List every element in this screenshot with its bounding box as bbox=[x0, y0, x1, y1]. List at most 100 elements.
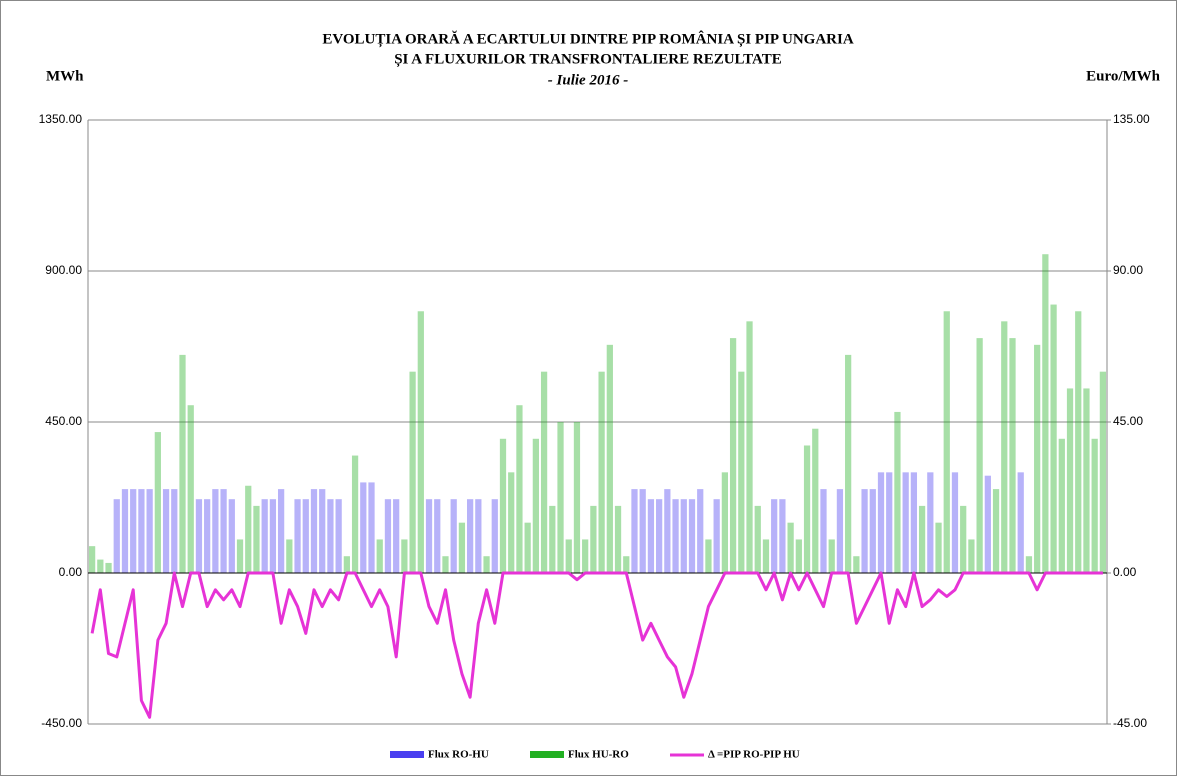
bar bbox=[121, 489, 129, 573]
y-tick-label: 900.00 bbox=[45, 263, 82, 277]
legend-label: Flux RO-HU bbox=[428, 749, 489, 761]
bar bbox=[836, 489, 844, 573]
bar bbox=[540, 371, 548, 573]
bar bbox=[425, 499, 433, 573]
y-tick-label: 1350.00 bbox=[39, 112, 83, 126]
bar bbox=[1066, 388, 1074, 573]
bar bbox=[105, 562, 112, 573]
bar bbox=[327, 499, 334, 573]
y2-axis-title: Euro/MWh bbox=[1086, 68, 1161, 84]
bar bbox=[269, 499, 277, 573]
bar bbox=[195, 499, 203, 573]
bar bbox=[738, 371, 745, 573]
bar bbox=[376, 539, 383, 573]
bar bbox=[146, 489, 153, 573]
legend-label: Flux HU-RO bbox=[568, 749, 629, 761]
bar bbox=[475, 499, 482, 573]
bar bbox=[754, 505, 761, 573]
bar bbox=[335, 499, 342, 573]
bar bbox=[623, 556, 630, 573]
bar bbox=[236, 539, 244, 573]
bar bbox=[828, 539, 835, 573]
bar bbox=[894, 411, 901, 573]
bar bbox=[483, 556, 490, 573]
bar bbox=[1099, 371, 1107, 573]
bar bbox=[672, 499, 679, 573]
bar bbox=[910, 472, 918, 573]
bar bbox=[705, 539, 712, 573]
bar bbox=[902, 472, 909, 573]
bar bbox=[746, 321, 753, 573]
bar bbox=[664, 489, 671, 573]
bar bbox=[647, 499, 655, 573]
chart-title: EVOLUȚIA ORARĂ A ECARTULUI DINTRE PIP RO… bbox=[322, 30, 853, 47]
bar bbox=[171, 489, 178, 573]
bar bbox=[212, 489, 219, 573]
bar bbox=[877, 472, 885, 573]
y-axis-title: MWh bbox=[46, 68, 84, 84]
bar bbox=[729, 338, 737, 573]
bar bbox=[927, 472, 934, 573]
bar bbox=[656, 499, 663, 573]
chart-subtitle: - Iulie 2016 - bbox=[548, 72, 628, 88]
bar bbox=[565, 539, 572, 573]
bar bbox=[442, 556, 449, 573]
bar bbox=[1058, 438, 1065, 573]
bar bbox=[384, 499, 392, 573]
bar bbox=[261, 499, 268, 573]
bar bbox=[162, 489, 170, 573]
bar bbox=[253, 505, 260, 573]
bar bbox=[845, 354, 852, 573]
bar bbox=[179, 354, 186, 573]
bar bbox=[277, 489, 285, 573]
bar bbox=[245, 485, 252, 573]
bar bbox=[779, 499, 786, 573]
bar bbox=[154, 432, 161, 573]
bar bbox=[343, 556, 350, 573]
bar bbox=[1009, 338, 1016, 573]
bar bbox=[976, 338, 983, 573]
bar bbox=[294, 499, 301, 573]
bar bbox=[943, 311, 950, 573]
bar bbox=[113, 499, 120, 573]
bar bbox=[187, 405, 194, 573]
y2-tick-label: 135.00 bbox=[1113, 112, 1150, 126]
bar bbox=[228, 499, 235, 573]
y2-tick-label: -45.00 bbox=[1113, 716, 1147, 730]
bar bbox=[606, 344, 613, 573]
bar bbox=[310, 489, 318, 573]
y-tick-label: 0.00 bbox=[59, 565, 83, 579]
bar bbox=[491, 499, 498, 573]
bar bbox=[984, 475, 991, 573]
bar bbox=[820, 489, 827, 573]
legend-swatch bbox=[390, 751, 424, 758]
bar bbox=[968, 539, 975, 573]
bar bbox=[614, 505, 622, 573]
bar bbox=[351, 455, 359, 573]
bar bbox=[960, 505, 967, 573]
bar bbox=[935, 522, 942, 573]
bar bbox=[368, 482, 375, 573]
bar bbox=[286, 539, 293, 573]
bar bbox=[319, 489, 326, 573]
bar bbox=[549, 505, 556, 573]
bar bbox=[450, 499, 457, 573]
chart-title-line2: ȘI A FLUXURILOR TRANSFRONTALIERE REZULTA… bbox=[394, 51, 782, 67]
bar bbox=[771, 499, 778, 573]
bar bbox=[557, 422, 564, 573]
bar bbox=[697, 489, 704, 573]
bar bbox=[680, 499, 687, 573]
bar bbox=[88, 546, 96, 573]
bar bbox=[220, 489, 227, 573]
bar bbox=[138, 489, 145, 573]
bar bbox=[688, 499, 696, 573]
bar bbox=[1034, 344, 1041, 573]
bar bbox=[886, 472, 893, 573]
bar bbox=[861, 489, 868, 573]
bar bbox=[360, 482, 367, 573]
bar bbox=[302, 499, 309, 573]
bar bbox=[803, 445, 811, 573]
bar bbox=[409, 371, 416, 573]
